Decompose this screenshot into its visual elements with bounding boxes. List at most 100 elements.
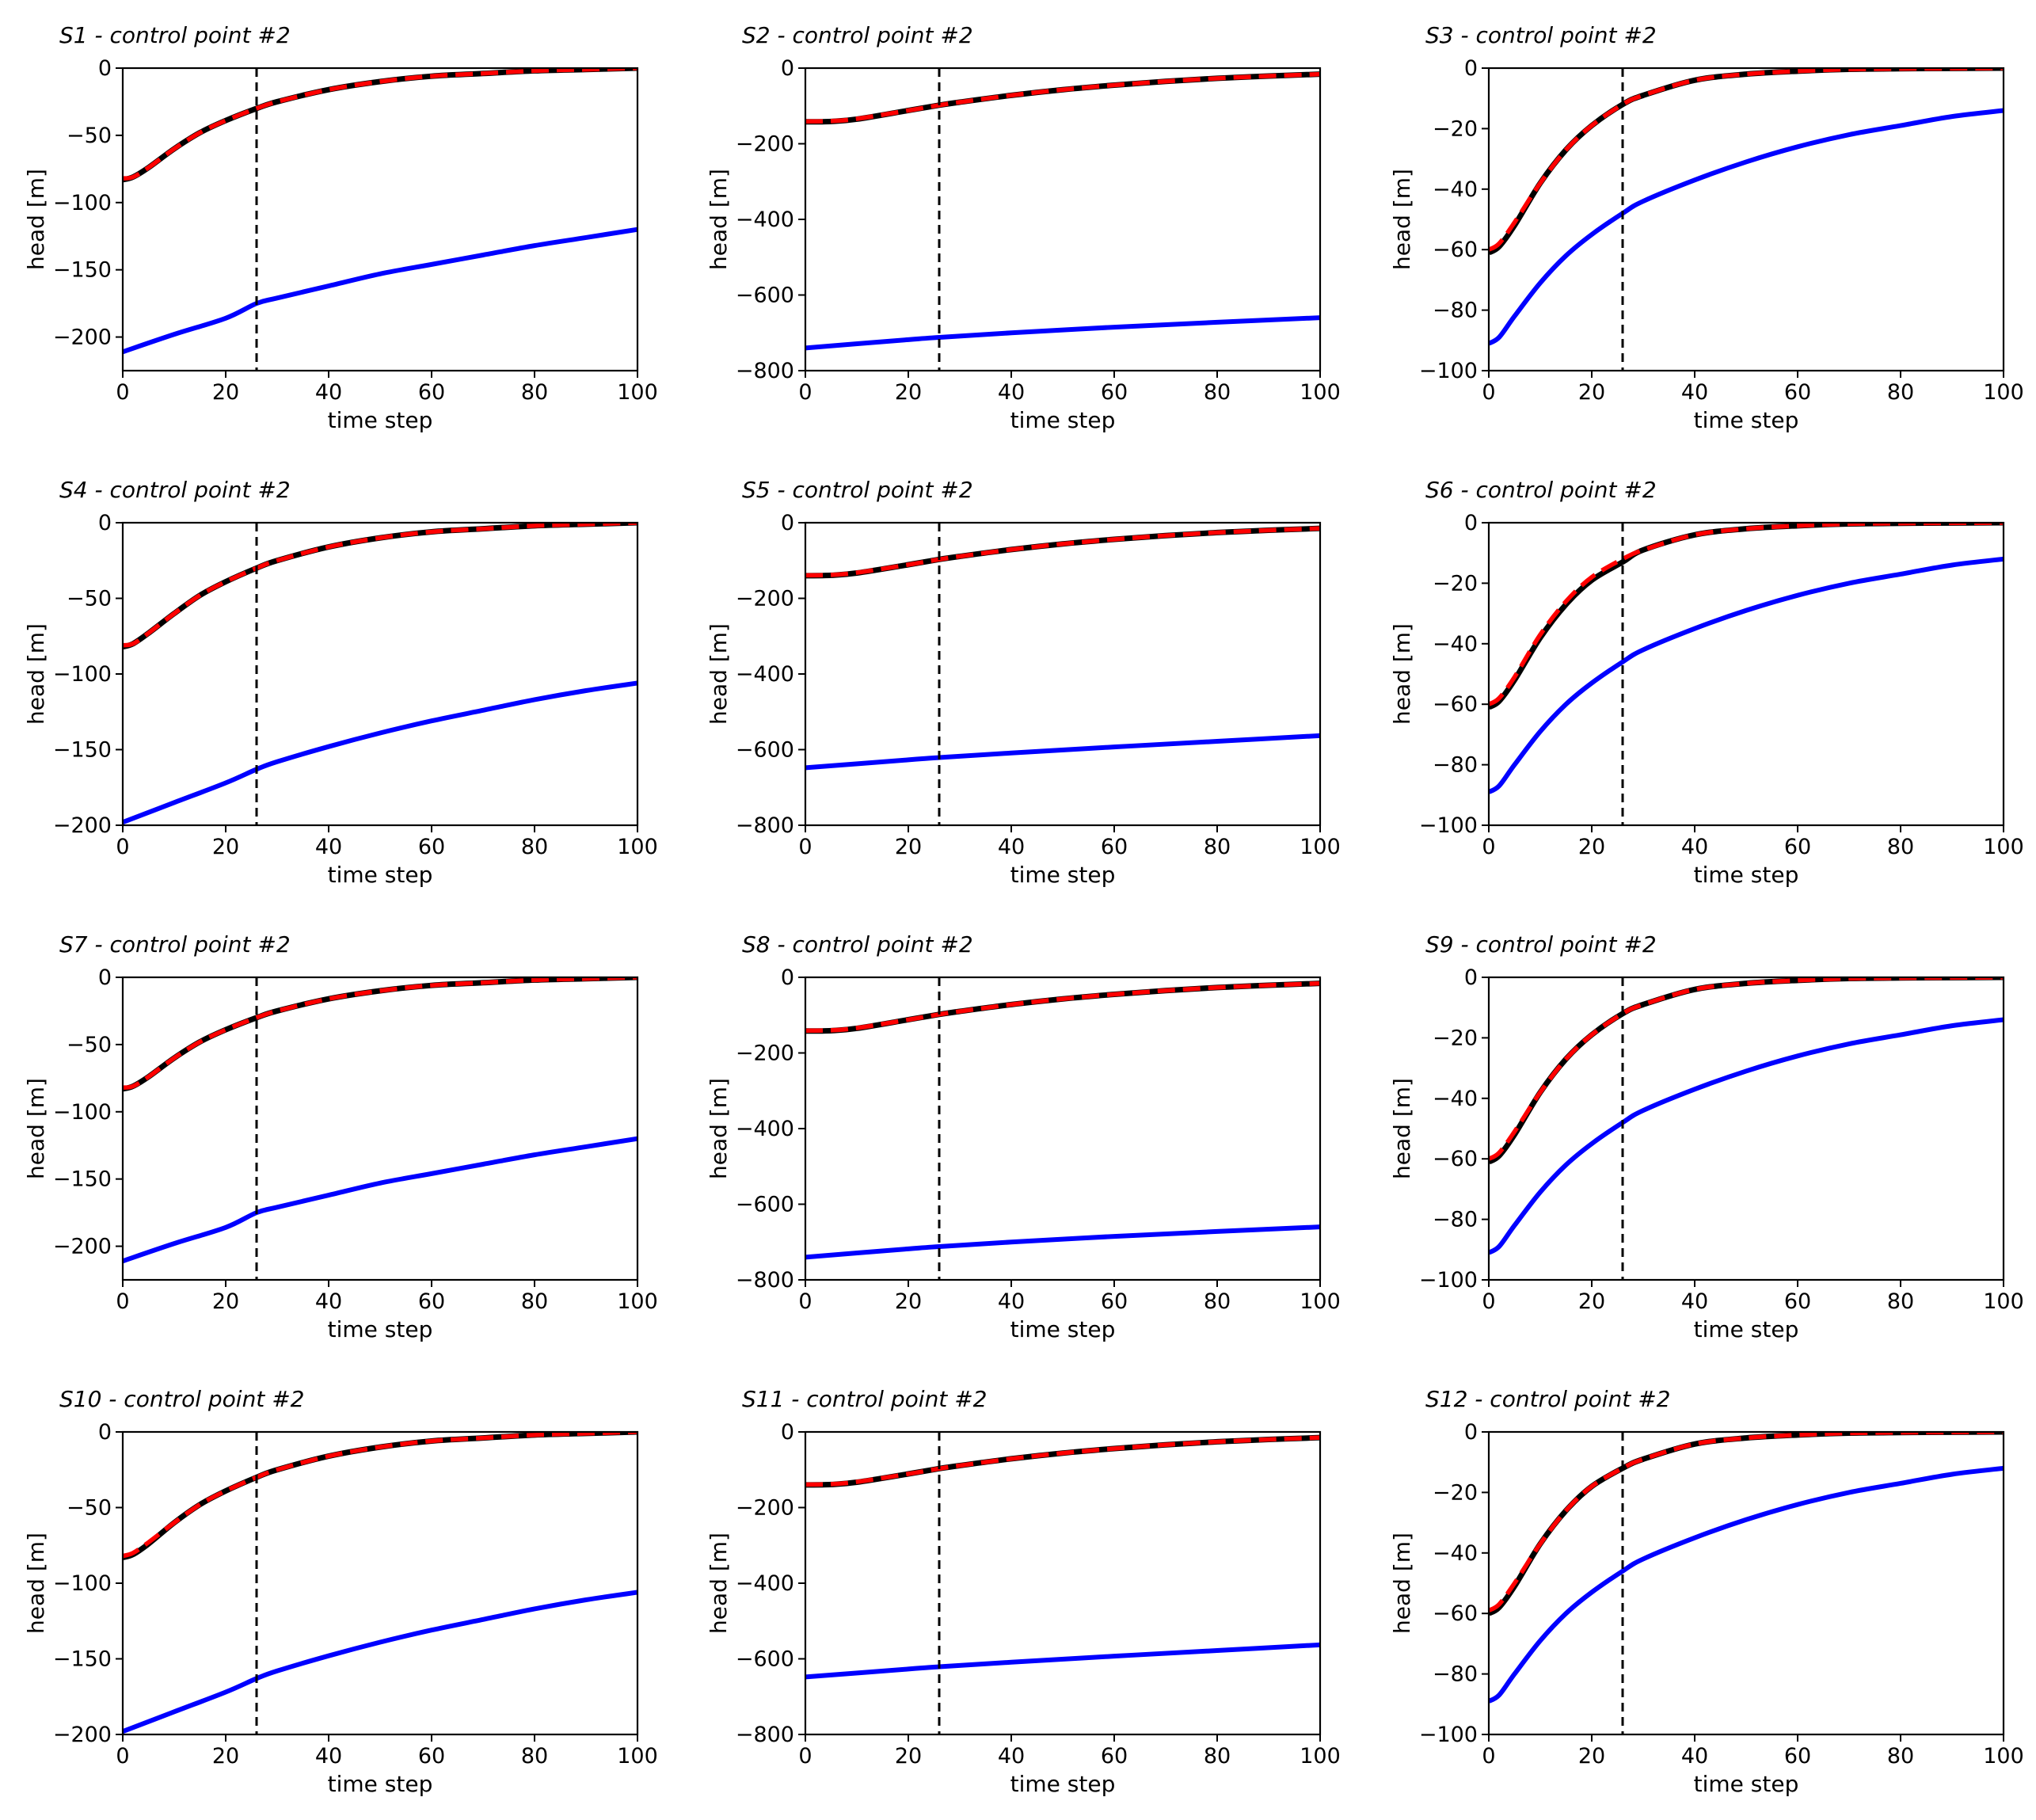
series-reference-line: [123, 1432, 637, 1560]
axes-frame: [121, 1430, 639, 1736]
series-predicted-line: [1489, 523, 2004, 706]
y-tick-label: −800: [736, 813, 794, 838]
chart-title: S4 - control point #2: [59, 477, 291, 503]
chart-title: S10 - control point #2: [59, 1386, 304, 1412]
chart-title: S3 - control point #2: [1425, 22, 1657, 48]
chart-panel: S4 - control point #2 0 20 40 60 80 100 0 −50 −10…: [23, 477, 658, 888]
x-tick-label: 100: [1983, 1289, 2024, 1314]
y-tick-label: −40: [1433, 177, 1478, 202]
x-tick-label: 40: [1681, 835, 1708, 859]
y-tick-label: −100: [1419, 1723, 1478, 1747]
x-tick-label: 80: [1204, 1289, 1231, 1314]
x-tick-label: 20: [1578, 835, 1605, 859]
y-tick-label: −400: [736, 1117, 794, 1141]
x-tick-label: 40: [998, 1289, 1025, 1314]
y-tick-label: 0: [1464, 511, 1478, 535]
x-tick-label: 100: [1983, 380, 2024, 405]
series-predicted-line: [123, 1432, 637, 1559]
x-tick-label: 60: [1101, 1289, 1128, 1314]
x-axis-label: time step: [1694, 407, 1799, 433]
x-tick-label: 20: [895, 1289, 922, 1314]
y-tick-label: 0: [781, 1420, 794, 1445]
y-tick-label: −400: [736, 1571, 794, 1596]
y-tick-label: −80: [1433, 1662, 1478, 1687]
x-tick-label: 100: [1300, 380, 1341, 405]
x-tick-label: 100: [1983, 835, 2024, 859]
y-tick-label: −20: [1433, 1480, 1478, 1505]
x-tick-label: 0: [798, 1289, 812, 1314]
series-predicted-line: [805, 980, 1320, 1034]
series-simulated-line: [1489, 556, 2004, 794]
chart-title: S11 - control point #2: [742, 1386, 987, 1412]
x-axis-label: time step: [1694, 1316, 1799, 1342]
x-axis-label: time step: [1694, 1771, 1799, 1797]
y-tick-label: −80: [1433, 299, 1478, 323]
x-tick-label: 80: [521, 380, 548, 405]
x-tick-label: 100: [617, 380, 658, 405]
y-tick-label: −40: [1433, 632, 1478, 657]
x-tick-label: 80: [1204, 835, 1231, 859]
series-reference-line: [123, 68, 637, 183]
y-tick-label: −100: [1419, 813, 1478, 838]
series-predicted-line: [805, 526, 1320, 578]
series-simulated-line: [123, 1590, 637, 1734]
x-tick-label: 80: [521, 1744, 548, 1769]
chart-title: S2 - control point #2: [742, 22, 973, 48]
y-tick-label: −60: [1433, 1601, 1478, 1626]
axes-frame: [1487, 67, 2005, 372]
x-tick-label: 20: [895, 835, 922, 859]
series-simulated-line: [805, 1224, 1320, 1260]
y-tick-label: −20: [1433, 116, 1478, 141]
chart-panel: S10 - control point #2 0 20 40 60 80 100 0 −50 −1…: [23, 1386, 658, 1797]
x-tick-label: 80: [1204, 1744, 1231, 1769]
y-axis-label: head [m]: [23, 623, 49, 725]
x-tick-label: 80: [521, 835, 548, 859]
series-predicted-line: [1489, 68, 2004, 252]
chart-panel: S6 - control point #2 0 20 40 60 80 100 0 −20 −40…: [1389, 477, 2024, 888]
y-tick-label: −60: [1433, 1147, 1478, 1171]
x-tick-label: 100: [1300, 1289, 1341, 1314]
x-tick-label: 20: [895, 1744, 922, 1769]
x-tick-label: 40: [1681, 1744, 1708, 1769]
x-tick-label: 40: [1681, 380, 1708, 405]
y-axis-label: head [m]: [1389, 623, 1415, 725]
x-axis-label: time step: [1010, 1771, 1116, 1797]
y-axis-label: head [m]: [1389, 1533, 1415, 1634]
y-tick-label: −400: [736, 208, 794, 232]
x-tick-label: 100: [617, 835, 658, 859]
axes-frame: [121, 67, 639, 372]
y-tick-label: −80: [1433, 1208, 1478, 1232]
y-tick-label: −400: [736, 662, 794, 687]
x-tick-label: 40: [998, 835, 1025, 859]
x-tick-label: 40: [998, 380, 1025, 405]
y-tick-label: −200: [736, 132, 794, 157]
x-tick-label: 100: [1300, 1744, 1341, 1769]
x-tick-label: 80: [1204, 380, 1231, 405]
chart-panel: S11 - control point #2 0 20 40 60 80 100 0 −200 −…: [706, 1386, 1341, 1797]
y-axis-label: head [m]: [706, 1533, 732, 1634]
chart-panel: S8 - control point #2 0 20 40 60 80 100 0 −200 −4…: [706, 931, 1341, 1342]
y-tick-label: −600: [736, 284, 794, 308]
x-tick-label: 60: [1101, 1744, 1128, 1769]
y-tick-label: 0: [781, 511, 794, 535]
y-tick-label: 0: [1464, 965, 1478, 990]
y-axis-label: head [m]: [1389, 1078, 1415, 1179]
chart-title: S6 - control point #2: [1425, 477, 1657, 503]
y-axis-label: head [m]: [1389, 169, 1415, 270]
y-tick-label: 0: [98, 1420, 112, 1445]
y-tick-label: −50: [67, 1033, 112, 1057]
chart-title: S7 - control point #2: [59, 931, 291, 958]
x-tick-label: 0: [116, 835, 129, 859]
x-tick-label: 40: [1681, 1289, 1708, 1314]
y-axis-label: head [m]: [23, 169, 49, 270]
series-reference-line: [123, 977, 637, 1092]
x-tick-label: 60: [418, 380, 445, 405]
series-simulated-line: [1489, 1465, 2004, 1704]
x-tick-label: 20: [895, 380, 922, 405]
axes-frame: [121, 976, 639, 1281]
x-tick-label: 20: [212, 380, 239, 405]
series-simulated-line: [1489, 1017, 2004, 1255]
x-tick-label: 0: [798, 835, 812, 859]
x-tick-label: 20: [212, 1289, 239, 1314]
